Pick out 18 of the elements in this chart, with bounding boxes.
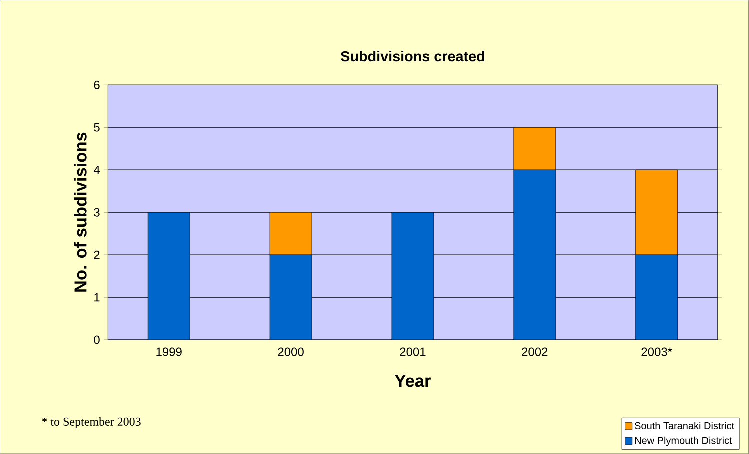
y-tick-label: 5 [94, 123, 100, 132]
y-tick-label: 0 [94, 336, 100, 344]
y-tick-label: 1 [94, 293, 100, 302]
y-tick-label: 4 [94, 166, 100, 174]
legend-label: New Plymouth District [635, 436, 732, 446]
x-axis-title: Year [395, 375, 431, 388]
y-tick-label: 6 [94, 80, 100, 90]
y-tick-label: 2 [94, 250, 100, 260]
chart-title: Subdivisions created [341, 51, 484, 62]
legend-label: South Taranaki District [635, 422, 734, 430]
x-tick-label: 2003* [642, 348, 672, 356]
x-tick-label: 1999 [156, 348, 182, 356]
y-tick-label: 3 [94, 208, 100, 217]
x-tick-label: 2001 [400, 348, 426, 356]
text: * to September 2003 [42, 417, 141, 428]
x-tick-label: 2002 [522, 348, 548, 356]
y-axis-title: No. of subdivisions [74, 132, 87, 292]
x-tick-label: 2000 [278, 348, 304, 356]
